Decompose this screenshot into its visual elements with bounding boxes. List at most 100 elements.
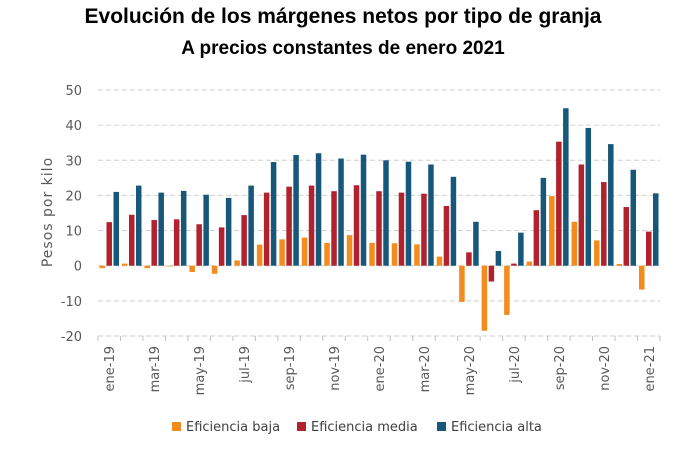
bar-eficiencia-media-nov-20	[601, 182, 607, 266]
bar-eficiencia-baja-dic-20	[616, 263, 623, 266]
bar-eficiencia-alta-ago-19	[270, 162, 277, 266]
bar-eficiencia-baja-oct-19	[301, 237, 308, 266]
bar-eficiencia-media-jun-19	[218, 227, 225, 266]
bar-eficiencia-baja-may-20	[459, 265, 465, 302]
bar-eficiencia-baja-feb-20	[391, 243, 398, 266]
bar-eficiencia-alta-may-19	[203, 194, 209, 266]
bar-eficiencia-media-sep-20	[556, 141, 562, 266]
x-tick-label: ene-20	[373, 346, 388, 391]
bar-eficiencia-alta-jul-20	[518, 232, 524, 266]
bar-eficiencia-baja-mar-19	[144, 265, 150, 269]
bar-eficiencia-baja-nov-19	[324, 242, 330, 266]
bar-eficiencia-media-may-19	[196, 224, 202, 266]
bar-eficiencia-alta-oct-19	[315, 153, 322, 266]
bar-eficiencia-baja-sep-20	[549, 196, 555, 266]
bar-eficiencia-baja-jul-19	[234, 260, 240, 266]
bar-eficiencia-alta-feb-20	[405, 161, 412, 266]
bar-eficiencia-media-ago-19	[263, 192, 270, 266]
bar-eficiencia-media-abr-19	[173, 219, 180, 266]
x-tick-label: may-19	[193, 346, 208, 395]
bar-eficiencia-media-dic-20	[623, 207, 630, 266]
bar-eficiencia-alta-mar-19	[158, 192, 164, 266]
bar-eficiencia-media-oct-19	[308, 185, 315, 266]
bar-eficiencia-alta-ene-19	[113, 191, 119, 266]
bar-eficiencia-baja-ene-20	[369, 242, 375, 266]
bar-eficiencia-alta-nov-19	[338, 158, 344, 266]
bar-eficiencia-media-abr-20	[443, 205, 450, 266]
bar-eficiencia-alta-mar-20	[428, 164, 434, 266]
legend-swatch	[437, 422, 446, 431]
bar-series	[99, 108, 659, 331]
bar-eficiencia-media-jul-19	[241, 215, 247, 266]
x-axis-ticks: ene-19 mar-19 may-19 jul-19 sep-19 nov-19 ene-…	[97, 336, 661, 395]
bar-eficiencia-alta-ago-20	[540, 177, 547, 266]
bar-eficiencia-media-nov-19	[331, 191, 337, 266]
bar-eficiencia-media-feb-19	[128, 214, 135, 266]
bar-eficiencia-baja-jun-20	[481, 265, 488, 331]
y-tick-label: 30	[65, 154, 82, 169]
y-axis-ticks: -20 -10 0 10 20 30 40 50	[61, 84, 82, 345]
bar-eficiencia-alta-dic-19	[360, 154, 367, 266]
bar-eficiencia-alta-abr-20	[450, 176, 457, 266]
legend: Eficiencia baja Eficiencia media Eficienci…	[172, 420, 542, 435]
bar-eficiencia-baja-dic-19	[346, 235, 353, 266]
bar-eficiencia-media-jul-20	[511, 263, 517, 266]
bar-eficiencia-baja-ene-19	[99, 265, 105, 269]
bar-eficiencia-alta-feb-19	[135, 185, 142, 266]
chart-subtitle: A precios constantes de enero 2021	[181, 38, 505, 59]
legend-label: Eficiencia media	[311, 420, 418, 435]
bar-eficiencia-media-may-20	[466, 252, 472, 266]
y-tick-label: -20	[61, 330, 82, 345]
bar-eficiencia-alta-sep-19	[293, 155, 299, 266]
x-tick-label: sep-20	[553, 346, 568, 390]
x-tick-label: mar-19	[148, 346, 163, 392]
bar-eficiencia-baja-may-19	[189, 265, 195, 273]
x-tick-label: ene-21	[643, 346, 658, 391]
bar-eficiencia-alta-jul-19	[248, 185, 254, 266]
bar-eficiencia-baja-ene-21	[639, 265, 645, 290]
bar-eficiencia-baja-mar-20	[414, 244, 420, 266]
legend-swatch	[172, 422, 181, 431]
bar-eficiencia-alta-ene-20	[383, 160, 389, 266]
y-tick-label: 0	[74, 260, 82, 275]
bar-eficiencia-alta-sep-20	[563, 108, 569, 266]
bar-eficiencia-alta-jun-20	[495, 250, 502, 266]
bar-eficiencia-alta-oct-20	[585, 127, 592, 266]
bar-eficiencia-alta-jun-19	[225, 197, 232, 266]
bar-eficiencia-media-ago-20	[533, 210, 540, 266]
bar-eficiencia-alta-dic-20	[630, 169, 637, 266]
bar-eficiencia-baja-ago-20	[526, 261, 533, 266]
x-tick-label: mar-20	[418, 346, 433, 392]
bar-eficiencia-media-dic-19	[353, 185, 360, 266]
bar-eficiencia-baja-feb-19	[121, 263, 128, 266]
chart-title: Evolución de los márgenes netos por tipo…	[84, 5, 602, 28]
bar-eficiencia-alta-may-20	[473, 221, 479, 266]
x-tick-label: nov-19	[328, 346, 343, 391]
bar-eficiencia-baja-abr-20	[436, 256, 443, 266]
bar-eficiencia-baja-ago-19	[256, 244, 263, 266]
bar-eficiencia-media-feb-20	[398, 192, 405, 266]
bar-eficiencia-media-ene-19	[106, 222, 112, 266]
y-axis-label: Pesos por kilo	[40, 157, 56, 267]
x-tick-label: jul-20	[508, 346, 523, 384]
x-tick-label: nov-20	[598, 346, 613, 391]
bar-eficiencia-media-ene-21	[646, 231, 652, 266]
x-tick-label: may-20	[463, 346, 478, 395]
x-tick-label: sep-19	[283, 346, 298, 390]
legend-label: Eficiencia baja	[186, 420, 280, 435]
bar-eficiencia-media-ene-20	[376, 191, 382, 266]
bar-eficiencia-media-sep-19	[286, 186, 292, 266]
bar-eficiencia-media-mar-19	[151, 220, 157, 266]
bar-eficiencia-media-mar-20	[421, 193, 427, 266]
bar-eficiencia-baja-abr-19	[166, 265, 173, 267]
bar-eficiencia-media-oct-20	[578, 164, 585, 266]
y-tick-label: -10	[61, 295, 82, 310]
legend-swatch	[297, 422, 306, 431]
bar-eficiencia-baja-jun-19	[211, 265, 218, 274]
bar-eficiencia-baja-sep-19	[279, 239, 285, 266]
bar-eficiencia-alta-abr-19	[180, 190, 187, 266]
bar-eficiencia-baja-jul-20	[504, 265, 510, 315]
y-tick-label: 50	[65, 84, 82, 99]
bar-eficiencia-baja-oct-20	[571, 221, 578, 266]
